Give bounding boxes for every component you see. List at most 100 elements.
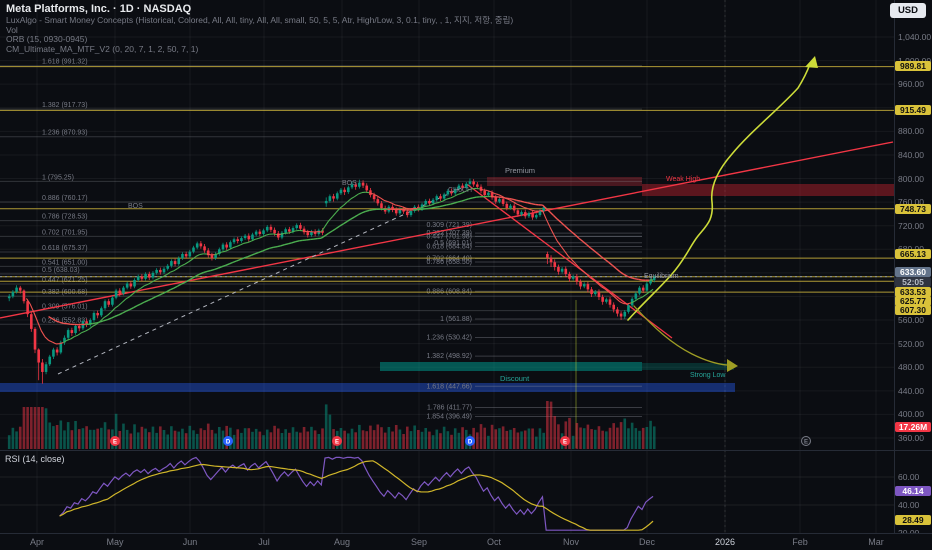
candle[interactable] <box>546 254 549 258</box>
candle[interactable] <box>125 283 129 288</box>
candle[interactable] <box>335 193 339 199</box>
symbol-title[interactable]: Meta Platforms, Inc. · 1D · NASDAQ <box>6 3 192 15</box>
candle[interactable] <box>63 337 66 343</box>
candle[interactable] <box>453 189 457 194</box>
candle[interactable] <box>52 349 55 357</box>
time-axis-label[interactable]: Apr <box>29 537 45 547</box>
candle[interactable] <box>641 287 645 291</box>
candle[interactable] <box>638 287 641 294</box>
indicator-cm-ultimate-ma[interactable]: CM_Ultimate_MA_MTF_V2 (0, 20, 7, 1, 2, 5… <box>6 44 199 54</box>
candle[interactable] <box>464 183 468 188</box>
candle[interactable] <box>512 205 516 211</box>
candle[interactable] <box>195 243 199 248</box>
candle[interactable] <box>321 230 324 233</box>
candle[interactable] <box>140 276 144 279</box>
candle[interactable] <box>166 265 169 269</box>
candle[interactable] <box>476 184 479 187</box>
candle[interactable] <box>155 269 158 273</box>
candle[interactable] <box>439 196 442 199</box>
candle[interactable] <box>218 249 221 255</box>
candle[interactable] <box>490 192 494 198</box>
candle[interactable] <box>44 364 48 372</box>
candle[interactable] <box>232 239 236 243</box>
candle[interactable] <box>575 276 579 282</box>
candle[interactable] <box>258 231 262 234</box>
candle[interactable] <box>100 308 103 316</box>
candle[interactable] <box>192 247 195 252</box>
candle[interactable] <box>170 261 173 266</box>
candle[interactable] <box>649 279 652 284</box>
candle[interactable] <box>92 312 96 321</box>
candle[interactable] <box>549 257 553 263</box>
candle[interactable] <box>269 226 273 230</box>
candle[interactable] <box>66 330 70 338</box>
candle[interactable] <box>236 239 240 242</box>
candle[interactable] <box>608 299 612 305</box>
candle[interactable] <box>597 291 601 298</box>
projection-up[interactable] <box>627 63 811 321</box>
candle[interactable] <box>612 304 616 310</box>
candle[interactable] <box>85 321 88 325</box>
candle[interactable] <box>210 255 214 259</box>
candle[interactable] <box>302 228 306 233</box>
candle[interactable] <box>354 184 357 187</box>
earnings-marker[interactable] <box>110 436 120 446</box>
candle[interactable] <box>59 342 63 353</box>
candle[interactable] <box>203 246 206 251</box>
candle[interactable] <box>457 185 461 190</box>
candle[interactable] <box>450 190 453 194</box>
candle[interactable] <box>88 320 92 325</box>
candle[interactable] <box>96 312 99 316</box>
candle[interactable] <box>516 210 520 215</box>
candle[interactable] <box>254 231 258 235</box>
candle[interactable] <box>365 185 369 191</box>
earnings-marker[interactable] <box>560 436 570 446</box>
candle[interactable] <box>310 231 313 236</box>
candle[interactable] <box>560 268 564 272</box>
candle[interactable] <box>350 184 354 188</box>
candle[interactable] <box>461 185 464 188</box>
time-axis-label[interactable]: Dec <box>638 537 656 547</box>
candle[interactable] <box>41 362 44 372</box>
candle[interactable] <box>582 284 586 287</box>
candle[interactable] <box>199 243 203 247</box>
candle[interactable] <box>627 305 630 312</box>
candle[interactable] <box>265 226 269 231</box>
candle[interactable] <box>273 229 276 234</box>
rsi-indicator-label[interactable]: RSI (14, close) <box>5 454 65 464</box>
currency-toggle-button[interactable]: USD <box>889 3 926 18</box>
candle[interactable] <box>332 196 335 199</box>
time-axis-label[interactable]: Sep <box>410 537 428 547</box>
candle[interactable] <box>372 195 376 200</box>
candle[interactable] <box>111 297 114 305</box>
candle[interactable] <box>74 325 77 334</box>
candle[interactable] <box>472 181 475 185</box>
candle[interactable] <box>520 212 523 215</box>
candle[interactable] <box>605 299 608 302</box>
candle[interactable] <box>391 206 394 210</box>
candle[interactable] <box>468 181 472 184</box>
candle[interactable] <box>284 229 287 233</box>
candle[interactable] <box>18 287 22 291</box>
candle[interactable] <box>229 242 232 248</box>
candle[interactable] <box>15 287 18 292</box>
candle[interactable] <box>347 187 350 193</box>
candle[interactable] <box>424 200 428 205</box>
candle[interactable] <box>122 287 125 294</box>
candle[interactable] <box>11 291 15 297</box>
candle[interactable] <box>288 229 291 232</box>
time-axis-label[interactable]: Aug <box>333 537 351 547</box>
candle[interactable] <box>435 196 439 200</box>
candle[interactable] <box>616 309 619 314</box>
candle[interactable] <box>645 283 649 291</box>
candle[interactable] <box>151 272 155 278</box>
candle[interactable] <box>505 203 509 209</box>
candle[interactable] <box>568 274 571 279</box>
time-axis[interactable]: Apr May Jun Jul Aug Sep Oct Nov Dec 2026 Feb Mar <box>0 533 932 550</box>
time-axis-label[interactable]: Jun <box>182 537 198 547</box>
candle[interactable] <box>247 235 251 240</box>
candle[interactable] <box>37 349 40 363</box>
candle[interactable] <box>623 311 627 317</box>
candle[interactable] <box>509 205 512 209</box>
